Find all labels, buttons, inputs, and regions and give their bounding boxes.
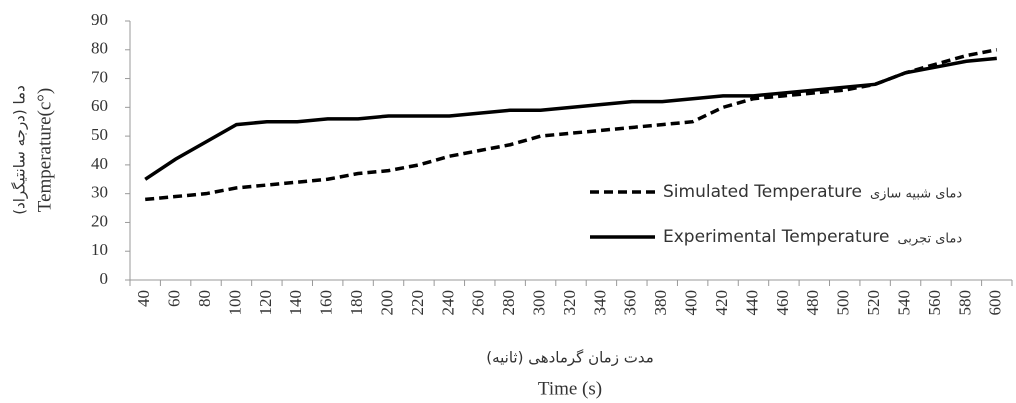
series-line (144, 56, 997, 181)
x-tick-label: 180 (347, 290, 366, 316)
series-line (145, 48, 998, 202)
x-tick-label: 520 (864, 290, 883, 316)
x-tick-label: 600 (986, 290, 1005, 316)
y-tick-label: 60 (91, 96, 108, 115)
x-tick-label: 340 (590, 290, 609, 316)
y-tick-label: 0 (100, 269, 109, 288)
y-tick-label: 20 (91, 211, 108, 230)
x-tick-label: 400 (682, 290, 701, 316)
x-tick-label: 580 (955, 290, 974, 316)
x-tick-label: 560 (925, 290, 944, 316)
y-tick-label: 40 (91, 154, 108, 173)
x-tick-label: 40 (134, 290, 153, 307)
legend-label-fa: دمای شبیه سازی (870, 187, 962, 202)
x-tick-label: 100 (225, 290, 244, 316)
x-tick-label: 420 (712, 290, 731, 316)
x-tick-label: 220 (408, 290, 427, 316)
legend-label: Simulated Temperature (663, 182, 862, 202)
y-tick-label: 30 (91, 183, 108, 202)
x-tick-label: 160 (317, 290, 336, 316)
x-tick-label: 280 (499, 290, 518, 316)
x-tick-label: 480 (803, 290, 822, 316)
x-tick-label: 300 (529, 290, 548, 316)
x-tick-label: 200 (377, 290, 396, 316)
y-axis-label-fa: دما (درجه سانتیگراد) (11, 85, 29, 215)
y-tick-label: 50 (91, 125, 108, 144)
x-tick-label: 120 (256, 290, 275, 316)
x-axis-label-fa: مدت زمان گرمادهی (ثانیه) (486, 349, 654, 367)
x-tick-label: 380 (651, 290, 670, 316)
x-tick-label: 240 (438, 290, 457, 316)
x-tick-label: 60 (165, 290, 184, 307)
x-tick-label: 80 (195, 290, 214, 307)
x-tick-label: 460 (773, 290, 792, 316)
y-tick-label: 70 (91, 67, 108, 86)
y-tick-label: 10 (91, 240, 108, 259)
x-tick-label: 440 (742, 290, 761, 316)
x-tick-label: 360 (621, 290, 640, 316)
y-axis-label: Temperature(c°) (34, 88, 55, 212)
x-axis-label: Time (s) (538, 378, 602, 399)
x-tick-label: 140 (286, 290, 305, 316)
y-tick-label: 80 (91, 39, 108, 58)
x-tick-label: 540 (894, 290, 913, 316)
x-tick-label: 320 (560, 290, 579, 316)
legend-label: Experimental Temperature (663, 227, 889, 247)
x-tick-label: 500 (834, 290, 853, 316)
legend-label-fa: دمای تجربی (897, 232, 962, 247)
y-tick-label: 90 (91, 10, 108, 29)
x-tick-label: 260 (469, 290, 488, 316)
